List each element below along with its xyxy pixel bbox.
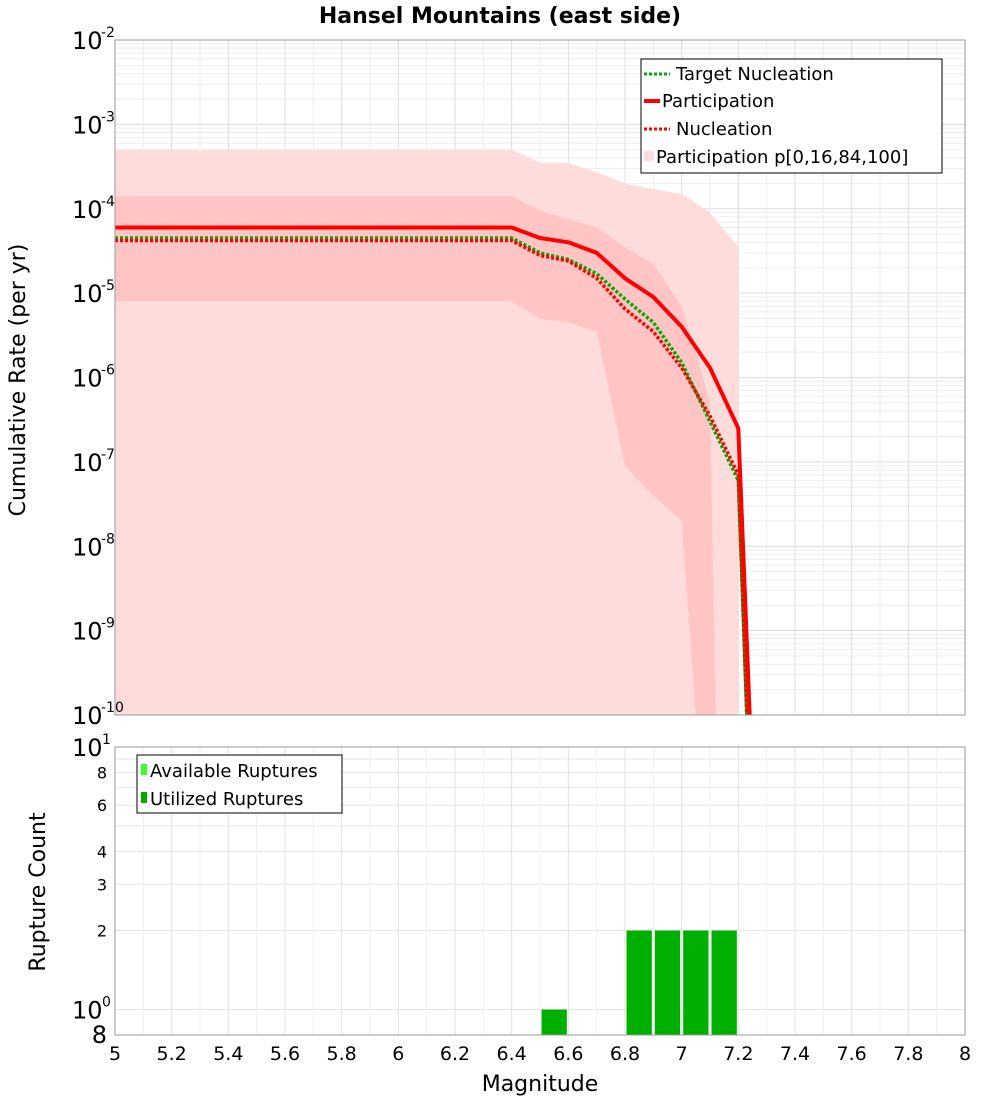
y-tick-exponent: -3 xyxy=(101,109,115,125)
y-tick-label: 8 xyxy=(97,763,107,782)
x-tick-label: 6.2 xyxy=(440,1043,470,1065)
rupture-count-bar xyxy=(654,930,681,1035)
count-y-axis-title: Rupture Count xyxy=(26,812,51,972)
y-tick-label: 10 xyxy=(72,111,103,139)
count-legend-box xyxy=(136,754,343,814)
x-tick-label: 6 xyxy=(392,1043,404,1065)
y-tick-label: 10 xyxy=(72,533,103,561)
y-tick-label: 10 xyxy=(72,449,103,477)
x-tick-label: 5.4 xyxy=(213,1043,243,1065)
y-tick-label: 10 xyxy=(72,365,103,393)
rate-plot-y-ticks: 10-210-310-410-510-610-710-810-910-10 xyxy=(72,25,124,730)
rupture-count-bar xyxy=(711,930,737,1035)
series-line xyxy=(115,225,752,716)
x-tick-label: 5 xyxy=(109,1043,121,1065)
x-tick-label: 7.6 xyxy=(837,1043,867,1065)
legend-nucleation-label: Nucleation xyxy=(676,119,772,140)
x-tick-label: 5.2 xyxy=(157,1043,187,1065)
rate-plot-border xyxy=(114,39,966,716)
x-tick-label: 6.8 xyxy=(610,1043,640,1065)
rupture-count-bar xyxy=(541,1009,567,1035)
y-tick-label: 10 xyxy=(72,997,103,1025)
legend-participation-band-swatch xyxy=(644,151,654,161)
y-tick-label: 6 xyxy=(97,796,107,815)
x-axis-title: Magnitude xyxy=(482,1072,599,1097)
x-tick-label: 6.6 xyxy=(553,1043,583,1065)
y-tick-label: 10 xyxy=(72,27,103,55)
rate-legend: Target Nucleation Participation Nucleati… xyxy=(640,58,943,174)
y-tick-exponent: 1 xyxy=(102,732,111,748)
series-line xyxy=(115,238,749,716)
x-tick-label: 6.4 xyxy=(497,1043,527,1065)
legend-participation-label: Participation xyxy=(662,91,774,112)
y-tick-label: 8 xyxy=(92,1021,107,1049)
chart-title: Hansel Mountains (east side) xyxy=(319,4,681,29)
y-tick-exponent: -10 xyxy=(101,700,124,716)
y-tick-exponent: 0 xyxy=(102,995,111,1011)
y-tick-label: 4 xyxy=(97,842,107,861)
y-tick-exponent: -8 xyxy=(101,531,115,547)
y-tick-label: 10 xyxy=(72,618,103,646)
y-tick-label: 10 xyxy=(72,280,103,308)
y-tick-label: 3 xyxy=(97,875,107,894)
y-tick-label: 2 xyxy=(97,922,107,941)
rate-plot-bands xyxy=(115,149,739,716)
legend-participation-band-label: Participation p[0,16,84,100] xyxy=(656,147,908,168)
uncertainty-band xyxy=(115,196,716,715)
rate-plot-lines xyxy=(115,225,752,716)
x-tick-label: 7.4 xyxy=(780,1043,810,1065)
rupture-count-bar xyxy=(683,930,709,1035)
count-plot-x-ticks: 5 5.2 5.4 5.6 5.8 6 6.2 6.4 6.6 6.8 7 7.2 7.4 7.6 7.8 8 xyxy=(109,1043,971,1065)
series-line xyxy=(115,236,749,716)
legend-target-nucleation-label: Target Nucleation xyxy=(675,64,834,85)
x-tick-label: 7 xyxy=(676,1043,688,1065)
legend-available-ruptures-label: Available Ruptures xyxy=(150,761,318,782)
rupture-count-bar xyxy=(626,930,652,1035)
count-plot-border xyxy=(114,746,966,1036)
legend-available-ruptures-swatch xyxy=(141,764,147,775)
y-tick-label: 10 xyxy=(72,702,103,730)
y-tick-label: 10 xyxy=(72,196,103,224)
legend-utilized-ruptures-swatch xyxy=(141,792,147,803)
y-tick-exponent: -7 xyxy=(101,447,115,463)
rate-legend-box xyxy=(640,58,943,174)
x-tick-label: 8 xyxy=(959,1043,971,1065)
count-legend: Available Ruptures Utilized Ruptures xyxy=(136,754,343,814)
y-tick-exponent: -9 xyxy=(101,616,115,632)
y-tick-exponent: -2 xyxy=(101,25,115,41)
y-tick-exponent: -4 xyxy=(101,194,115,210)
y-tick-exponent: -5 xyxy=(101,278,115,294)
x-tick-label: 5.8 xyxy=(327,1043,357,1065)
y-tick-exponent: -6 xyxy=(101,363,115,379)
x-tick-label: 7.8 xyxy=(893,1043,923,1065)
y-tick-label: 10 xyxy=(72,734,103,762)
x-tick-label: 7.2 xyxy=(723,1043,753,1065)
x-tick-label: 5.6 xyxy=(270,1043,300,1065)
rate-y-axis-title: Cumulative Rate (per yr) xyxy=(6,244,31,517)
legend-utilized-ruptures-label: Utilized Ruptures xyxy=(150,789,303,810)
count-plot-bars xyxy=(541,930,737,1035)
